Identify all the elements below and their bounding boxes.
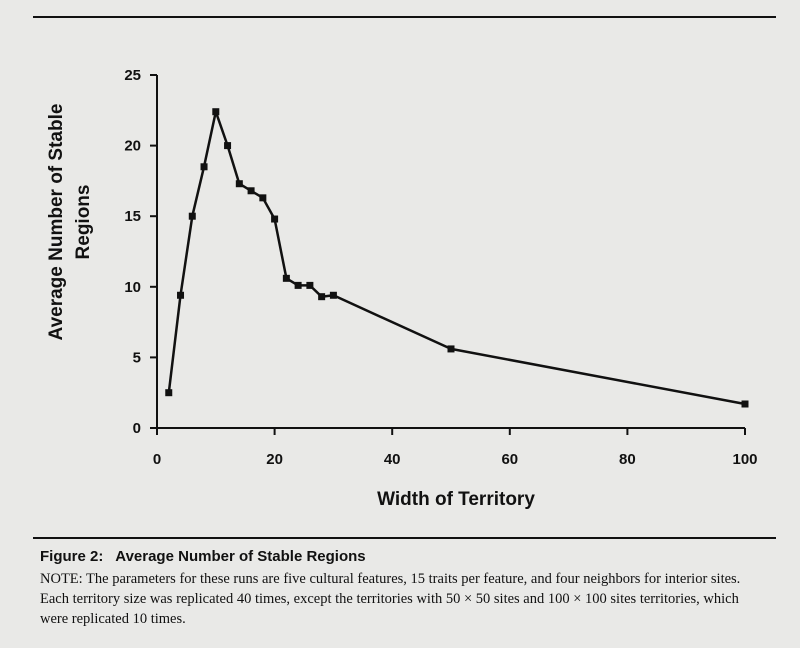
axes: 0 5 10 15 20 25 0 20 40 60 80 100 — [124, 67, 757, 468]
y-tick-label: 5 — [133, 349, 141, 366]
data-point — [259, 194, 267, 202]
data-point — [329, 291, 337, 299]
caption-title: Figure 2: Average Number of Stable Regio… — [40, 548, 765, 565]
data-point — [271, 215, 279, 223]
data-point — [282, 274, 290, 282]
plot-area — [165, 108, 749, 408]
figure-title: Average Number of Stable Regions — [115, 548, 366, 565]
x-tick-label: 40 — [384, 451, 401, 468]
y-tick-label: 15 — [124, 208, 141, 225]
x-tick-label: 60 — [501, 451, 518, 468]
data-point — [447, 345, 455, 353]
x-tick-label: 20 — [266, 451, 283, 468]
data-point — [177, 291, 185, 299]
x-axis-title: Width of Territory — [377, 489, 535, 510]
data-point — [741, 400, 749, 408]
data-point — [306, 281, 314, 289]
data-point — [224, 142, 232, 150]
y-axis-title-line-1: Average Number of Stable — [46, 104, 67, 341]
data-point — [165, 389, 173, 397]
data-point — [235, 180, 243, 188]
data-point — [294, 281, 302, 289]
data-point — [200, 163, 208, 171]
figure-label: Figure 2: — [40, 548, 104, 565]
data-point — [188, 212, 196, 220]
y-axis-title-line-2: Regions — [73, 185, 94, 260]
figure-note: NOTE: The parameters for these runs are … — [40, 571, 741, 627]
data-point — [318, 293, 326, 301]
y-tick-label: 25 — [124, 67, 141, 84]
figure-caption: Figure 2: Average Number of Stable Regio… — [40, 548, 765, 629]
x-tick-label: 0 — [153, 451, 161, 468]
series-line — [167, 110, 746, 406]
data-point — [212, 108, 220, 116]
data-point — [247, 187, 255, 195]
y-tick-label: 0 — [133, 420, 141, 437]
x-tick-label: 100 — [732, 451, 757, 468]
x-tick-label: 80 — [619, 451, 636, 468]
y-tick-label: 20 — [124, 138, 141, 155]
y-tick-label: 10 — [124, 279, 141, 296]
